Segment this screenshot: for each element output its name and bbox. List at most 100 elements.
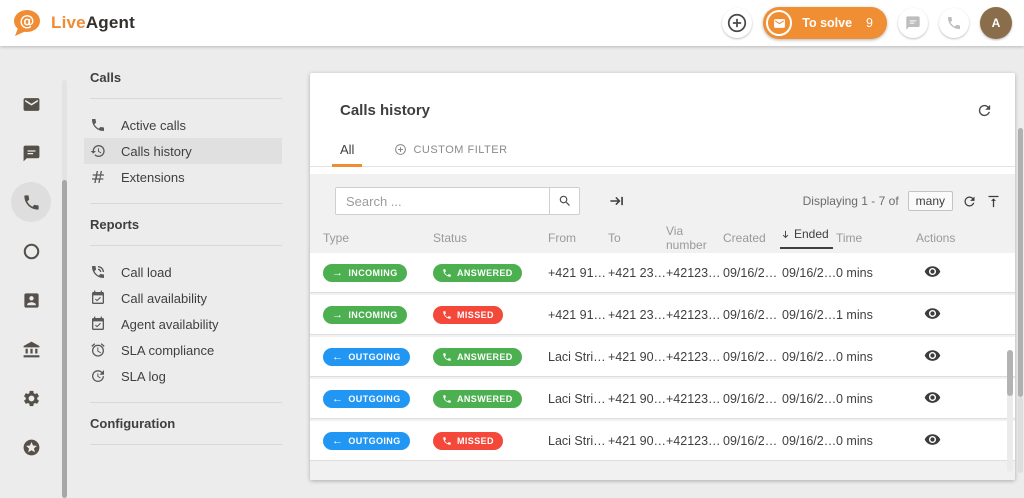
table-scrollbar-thumb[interactable] [1007, 350, 1013, 396]
table-row[interactable]: ← OUTGOING ANSWERED Laci Stri… +421 90… +4212… [310, 379, 1015, 419]
column-header-created[interactable]: Created [723, 231, 766, 245]
sidebar-item-label: Call load [121, 264, 172, 280]
bank-icon [22, 340, 41, 359]
column-header-to[interactable]: To [608, 231, 621, 245]
search-box [335, 187, 580, 215]
sidebar-item-extensions[interactable]: Extensions [84, 164, 282, 190]
calls-history-panel: Calls history All CUSTOM FILTER Disp [310, 73, 1015, 480]
view-call-icon[interactable] [924, 305, 941, 322]
sidebar-item-label: Active calls [121, 117, 187, 133]
type-badge: ← OUTGOING [323, 431, 410, 450]
rail-scrollbar[interactable] [62, 80, 67, 498]
contact-card-icon [22, 291, 41, 310]
search-button[interactable] [549, 188, 579, 214]
mail-icon [773, 17, 786, 30]
column-header-time[interactable]: Time [836, 231, 863, 245]
brand-logo[interactable]: @ LiveAgent [12, 9, 135, 37]
tab-all[interactable]: All [331, 142, 364, 167]
mail-icon [22, 95, 41, 114]
type-badge: ← OUTGOING [323, 389, 410, 408]
cell-ended: 09/16/2… [782, 433, 836, 448]
sidebar-item-call-load[interactable]: Call load [84, 259, 282, 285]
phone-icon [442, 268, 452, 278]
divider [90, 203, 282, 204]
sidebar-item-sla-log[interactable]: SLA log [84, 363, 282, 389]
status-badge: ANSWERED [433, 389, 522, 408]
column-header-status[interactable]: Status [433, 231, 468, 245]
phone-icon [442, 352, 452, 362]
rail-item-circle[interactable] [11, 231, 51, 271]
divider [90, 444, 282, 445]
to-solve-button[interactable]: To solve 9 [763, 7, 887, 39]
sidebar-item-agent-availability[interactable]: Agent availability [84, 311, 282, 337]
gear-icon [22, 389, 41, 408]
rail-item-phone[interactable] [11, 182, 51, 222]
alarm-icon [90, 342, 106, 358]
rail-item-bank[interactable] [11, 329, 51, 369]
cell-via-number: +42123… [666, 433, 721, 448]
table-row[interactable]: → INCOMING MISSED +421 91… +421 23… +42123… 09… [310, 295, 1015, 335]
menu-scrollbar-thumb[interactable] [1018, 128, 1023, 397]
status-badge: MISSED [433, 305, 503, 324]
menu-scrollbar-track[interactable] [1018, 397, 1023, 473]
sidebar-item-label: SLA log [121, 368, 166, 384]
column-header-via-number[interactable]: Via number [666, 224, 707, 252]
filter-tabs: All CUSTOM FILTER [310, 142, 1015, 167]
scroll-top-icon[interactable] [986, 194, 1001, 209]
cell-time: 0 mins [836, 265, 873, 280]
cell-time: 0 mins [836, 391, 873, 406]
sidebar-item-sla-compliance[interactable]: SLA compliance [84, 337, 282, 363]
to-solve-count: 9 [866, 16, 873, 30]
rail-item-mail[interactable] [11, 84, 51, 124]
status-badge: MISSED [433, 431, 503, 450]
avatar[interactable]: A [980, 7, 1012, 39]
rail-item-star-circle[interactable] [11, 427, 51, 467]
sidebar-item-active-calls[interactable]: Active calls [84, 112, 282, 138]
search-input[interactable] [336, 188, 549, 214]
divider [90, 245, 282, 246]
cell-via-number: +42123… [666, 391, 721, 406]
rail-item-chat[interactable] [11, 133, 51, 173]
refresh-list-icon[interactable] [962, 194, 977, 209]
rail-item-contact-card[interactable] [11, 280, 51, 320]
badge-label: ANSWERED [457, 393, 513, 404]
status-badge: ANSWERED [433, 263, 522, 282]
cell-via-number: +42123… [666, 265, 721, 280]
view-call-icon[interactable] [924, 347, 941, 364]
chats-button[interactable] [898, 8, 928, 38]
sidebar-item-call-availability[interactable]: Call availability [84, 285, 282, 311]
phone-icon [442, 394, 452, 404]
view-call-icon[interactable] [924, 263, 941, 280]
sidebar-item-calls-history[interactable]: Calls history [84, 138, 282, 164]
calls-button[interactable] [939, 8, 969, 38]
cell-ended: 09/16/2… [782, 349, 836, 364]
column-header-actions[interactable]: Actions [916, 231, 956, 245]
displaying-count[interactable]: many [907, 191, 953, 211]
table-row[interactable]: → INCOMING ANSWERED +421 91… +421 23… +42123…… [310, 253, 1015, 293]
refresh-panel-icon[interactable] [976, 102, 993, 119]
rail-item-gear[interactable] [11, 378, 51, 418]
cell-from: +421 91… [548, 265, 607, 280]
cell-created: 09/16/2… [723, 349, 778, 364]
sidebar-item-label: Calls history [121, 143, 192, 159]
table-scrollbar[interactable] [1007, 350, 1013, 472]
view-call-icon[interactable] [924, 431, 941, 448]
badge-label: MISSED [457, 435, 494, 446]
table-row[interactable]: ← OUTGOING MISSED Laci Stri… +421 90… +42123…… [310, 421, 1015, 461]
cell-ended: 09/16/2… [782, 307, 836, 322]
column-header-from[interactable]: From [548, 231, 576, 245]
cell-ended: 09/16/2… [782, 265, 836, 280]
divider [90, 402, 282, 403]
cell-via-number: +42123… [666, 349, 721, 364]
column-header-type[interactable]: Type [323, 231, 350, 245]
cell-from: Laci Stri… [548, 349, 606, 364]
table-row[interactable]: ← OUTGOING ANSWERED Laci Stri… +421 90… +4212… [310, 337, 1015, 377]
add-button[interactable] [722, 8, 753, 38]
outgoing-arrow-icon: ← [332, 434, 344, 447]
view-call-icon[interactable] [924, 389, 941, 406]
rail-scrollbar-thumb[interactable] [62, 180, 67, 498]
column-header-ended[interactable]: Ended [780, 227, 836, 249]
tab-custom-filter[interactable]: CUSTOM FILTER [394, 142, 507, 166]
skip-to-icon[interactable] [607, 192, 625, 210]
sidebar-item-label: Call availability [121, 290, 207, 306]
